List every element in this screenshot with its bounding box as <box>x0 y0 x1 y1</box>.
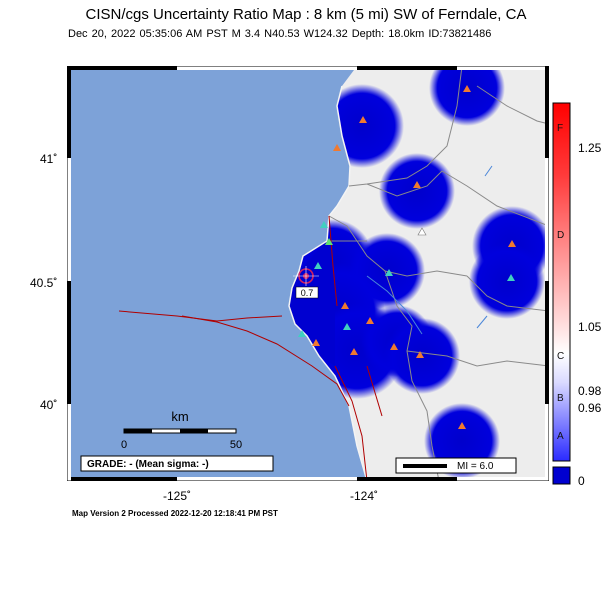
mi-legend-text: MI = 6.0 <box>457 461 494 472</box>
colorbar-value-0-96: 0.96 <box>578 401 602 415</box>
colorbar-letter-c: C <box>557 351 565 362</box>
uncertainty-map: 0.7 km 0 50 GRADE: - (Mean sigma: -) MI … <box>67 66 549 481</box>
epicenter-marker: 0.7 <box>293 266 319 299</box>
lon-label-125: -125˚ <box>163 489 192 503</box>
county-borders <box>327 66 549 481</box>
colorbar-letter-b: B <box>557 393 564 404</box>
seismic-stations <box>298 85 516 429</box>
north-uncertainty <box>429 66 505 126</box>
colorbar-value-1-25: 1.25 <box>578 141 602 155</box>
coastline <box>288 85 368 481</box>
map-title: CISN/cgs Uncertainty Ratio Map : 8 km (5… <box>85 6 527 23</box>
lat-label-40-5: 40.5˚ <box>30 276 58 290</box>
colorbar-value-0: 0 <box>578 474 585 488</box>
map-version-footer: Map Version 2 Processed 2022-12-20 12:18… <box>72 509 278 518</box>
grade-text: GRADE: - (Mean sigma: -) <box>87 459 209 470</box>
lat-label-41: 41˚ <box>40 152 58 166</box>
colorbar-value-1-05: 1.05 <box>578 320 602 334</box>
scale-unit: km <box>171 409 188 424</box>
lat-label-40: 40˚ <box>40 398 58 412</box>
grade-box: GRADE: - (Mean sigma: -) <box>80 455 274 472</box>
mi-legend: MI = 6.0 <box>395 457 517 474</box>
event-info: Dec 20, 2022 05:35:06 AM PST M 3.4 N40.5… <box>68 28 492 40</box>
colorbar-letter-a: A <box>557 431 564 442</box>
colorbar-value-0-98: 0.98 <box>578 384 602 398</box>
fault-lines <box>118 215 383 481</box>
rivers <box>366 165 493 335</box>
scale-tick-50: 50 <box>230 439 242 451</box>
scale-bar: km 0 50 <box>121 409 242 451</box>
uncertainty-colorbar <box>552 102 571 485</box>
frame-ticks <box>67 66 549 481</box>
scale-tick-0: 0 <box>121 439 127 451</box>
colorbar-letter-d: D <box>557 230 565 241</box>
lon-label-124: -124˚ <box>350 489 379 503</box>
colorbar-letter-f: F <box>557 123 564 134</box>
epicenter-label: 0.7 <box>301 288 314 298</box>
